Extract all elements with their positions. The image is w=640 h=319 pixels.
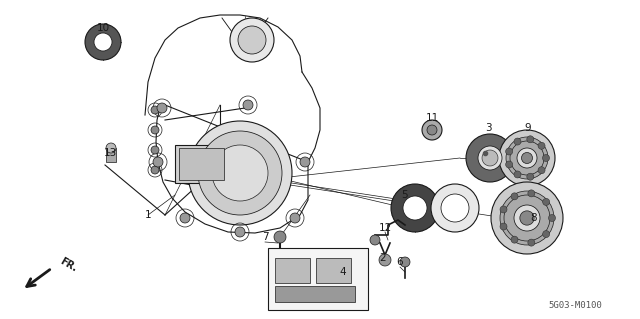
Circle shape xyxy=(238,26,266,54)
Circle shape xyxy=(543,154,550,161)
Circle shape xyxy=(212,145,268,201)
Circle shape xyxy=(538,142,545,149)
Circle shape xyxy=(151,106,159,114)
Circle shape xyxy=(300,157,310,167)
Circle shape xyxy=(243,100,253,110)
Circle shape xyxy=(522,152,532,164)
Circle shape xyxy=(478,146,502,170)
Circle shape xyxy=(491,182,563,254)
Text: 5: 5 xyxy=(401,190,407,200)
Text: 12: 12 xyxy=(378,223,392,233)
Circle shape xyxy=(151,166,159,174)
Bar xyxy=(275,258,310,283)
Circle shape xyxy=(151,126,159,134)
Circle shape xyxy=(482,150,498,166)
Circle shape xyxy=(510,141,544,175)
Circle shape xyxy=(514,171,521,178)
Circle shape xyxy=(230,18,274,62)
Circle shape xyxy=(504,195,550,241)
Circle shape xyxy=(548,214,556,221)
Text: 4: 4 xyxy=(340,267,346,277)
Circle shape xyxy=(427,125,437,135)
Circle shape xyxy=(506,161,513,168)
Circle shape xyxy=(517,148,537,168)
Circle shape xyxy=(499,130,555,186)
Circle shape xyxy=(500,191,554,245)
Text: 6: 6 xyxy=(397,257,403,267)
Circle shape xyxy=(520,211,534,225)
Circle shape xyxy=(198,131,282,215)
Circle shape xyxy=(514,138,521,145)
Circle shape xyxy=(85,24,121,60)
Circle shape xyxy=(422,120,442,140)
Circle shape xyxy=(538,167,545,174)
Bar xyxy=(275,286,355,302)
Circle shape xyxy=(431,184,479,232)
Bar xyxy=(175,145,227,183)
Circle shape xyxy=(403,196,427,220)
Circle shape xyxy=(441,194,469,222)
Circle shape xyxy=(500,223,507,230)
Circle shape xyxy=(511,193,518,200)
Text: 1: 1 xyxy=(145,210,151,220)
Circle shape xyxy=(379,254,391,266)
Circle shape xyxy=(466,134,514,182)
Circle shape xyxy=(290,213,300,223)
Circle shape xyxy=(511,236,518,243)
Bar xyxy=(268,248,368,310)
Circle shape xyxy=(527,136,534,143)
Text: 7: 7 xyxy=(262,232,268,242)
Circle shape xyxy=(400,257,410,267)
Text: 9: 9 xyxy=(525,123,531,133)
Circle shape xyxy=(506,148,513,155)
Circle shape xyxy=(370,235,380,245)
Circle shape xyxy=(543,231,550,238)
Circle shape xyxy=(528,190,535,197)
Text: 11: 11 xyxy=(426,113,438,123)
Circle shape xyxy=(94,33,112,51)
Circle shape xyxy=(500,206,507,213)
Circle shape xyxy=(180,213,190,223)
Circle shape xyxy=(274,231,286,243)
Circle shape xyxy=(543,198,550,205)
Text: 8: 8 xyxy=(531,213,538,223)
Circle shape xyxy=(151,146,159,154)
Circle shape xyxy=(514,205,540,231)
Text: 2: 2 xyxy=(380,253,387,263)
Text: 10: 10 xyxy=(97,23,109,33)
Circle shape xyxy=(506,137,548,179)
Circle shape xyxy=(528,239,535,246)
Text: FR.: FR. xyxy=(58,256,79,274)
Bar xyxy=(106,148,116,162)
Circle shape xyxy=(157,103,167,113)
Bar xyxy=(316,258,351,283)
Circle shape xyxy=(106,143,116,153)
Text: 3: 3 xyxy=(484,123,492,133)
Text: 13: 13 xyxy=(104,148,116,158)
Circle shape xyxy=(188,121,292,225)
Circle shape xyxy=(235,227,245,237)
Text: 5G03-M0100: 5G03-M0100 xyxy=(548,300,602,309)
Circle shape xyxy=(153,157,163,167)
Bar xyxy=(179,148,224,180)
Circle shape xyxy=(527,173,534,180)
Circle shape xyxy=(391,184,439,232)
